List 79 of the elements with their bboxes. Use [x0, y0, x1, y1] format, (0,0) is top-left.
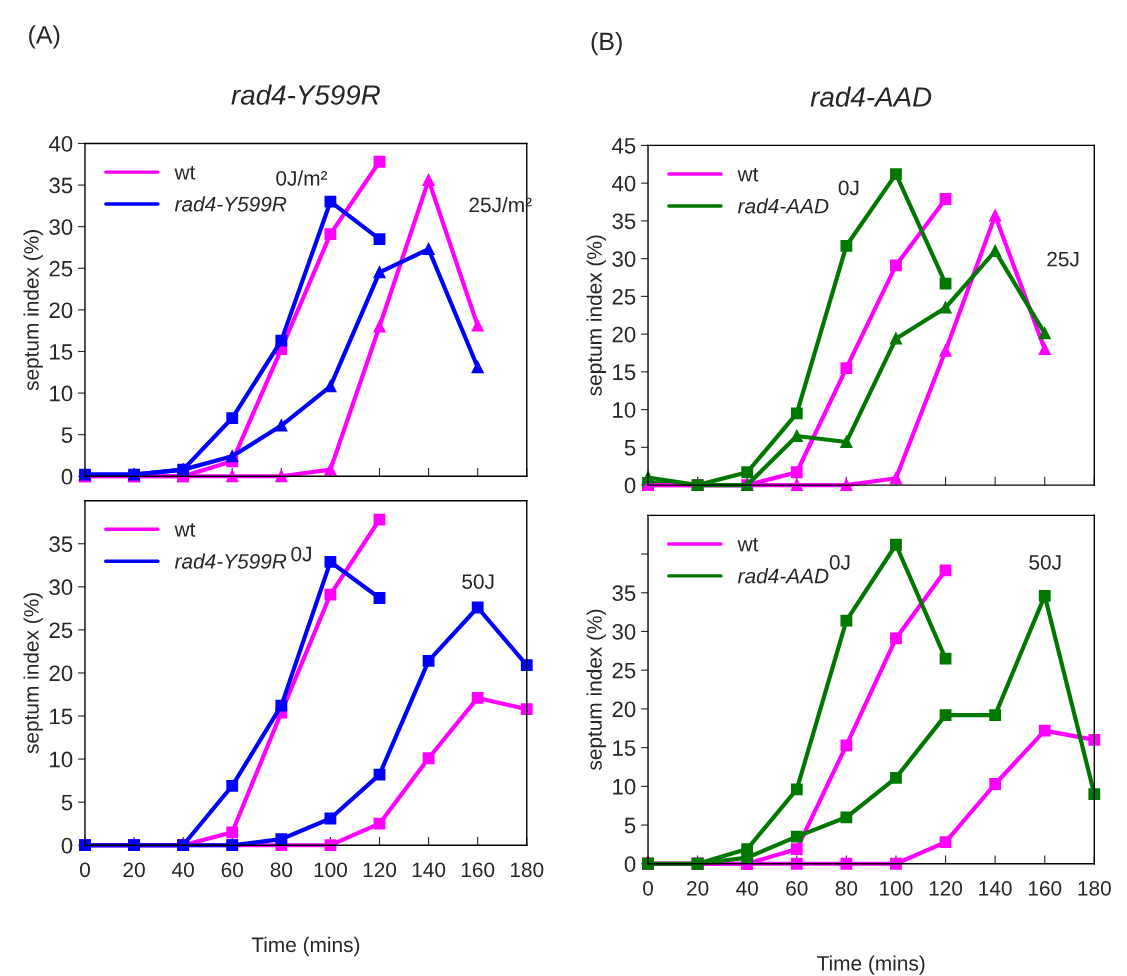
y-tick-label: 30	[612, 251, 636, 267]
y-tick-label: 0	[61, 468, 73, 485]
y-tick-label: 35	[49, 536, 73, 553]
x-tick-label: 60	[786, 880, 808, 896]
y-tick-label: 30	[612, 624, 636, 640]
x-tick-label: 120	[929, 880, 963, 896]
x-axis-title: Time (mins)	[251, 936, 360, 957]
y-tick-label: 20	[612, 326, 636, 343]
y-axis-title: septum index (%)	[586, 609, 606, 771]
x-tick-label: 0	[80, 862, 90, 878]
y-tick-label: 30	[49, 219, 73, 235]
legend-label: rad4-AAD	[737, 568, 829, 584]
text: (A)	[29, 25, 60, 49]
y-tick-label: 35	[49, 177, 73, 194]
y-tick-label: 35	[612, 585, 636, 602]
y-axis-title: septum index (%)	[586, 235, 606, 396]
y-tick-label: 35	[612, 213, 636, 230]
legend-label: rad4-Y599R	[174, 196, 287, 212]
chart-title: rad4-AAD	[810, 86, 932, 107]
text: (B)	[591, 31, 622, 56]
x-tick-label: 80	[835, 880, 858, 896]
y-tick-label: 20	[49, 302, 73, 319]
y-tick-label: 30	[49, 579, 73, 596]
y-tick-label: 20	[49, 665, 73, 682]
x-tick-label: 140	[979, 880, 1012, 896]
annotation: 50J	[462, 574, 494, 589]
y-tick-label: 10	[613, 778, 636, 795]
y-tick-label: 0	[61, 837, 73, 854]
x-tick-label: 180	[1078, 880, 1111, 896]
y-tick-label: 5	[61, 794, 73, 811]
x-tick-label: 160	[1028, 880, 1062, 896]
y-tick-label: 25	[49, 260, 73, 277]
chart-title: rad4-Y599R	[231, 84, 380, 105]
x-tick-label: 20	[123, 862, 145, 878]
y-tick-label: 25	[612, 288, 636, 305]
y-tick-label: 5	[61, 427, 73, 443]
x-tick-label: 40	[736, 880, 758, 896]
x-tick-label: 60	[221, 862, 244, 878]
x-tick-label: 160	[461, 862, 495, 878]
annotation: 25J	[1047, 251, 1079, 267]
legend-label: wt	[737, 537, 759, 552]
annotation: 50J	[1029, 554, 1061, 570]
annotation: 0J/m²	[276, 170, 328, 186]
y-tick-label: 0	[624, 477, 636, 494]
y-tick-label: 15	[613, 364, 636, 381]
x-tick-label: 140	[412, 862, 446, 878]
y-tick-label: 40	[612, 175, 636, 192]
x-tick-label: 120	[363, 862, 397, 878]
legend-label: wt	[174, 523, 196, 537]
y-tick-label: 40	[48, 136, 73, 152]
x-tick-label: 100	[314, 862, 347, 878]
y-tick-label: 10	[50, 751, 73, 768]
x-tick-label: 80	[270, 862, 293, 878]
y-tick-label: 5	[624, 817, 636, 834]
x-axis-title: Time (mins)	[817, 955, 925, 975]
legend-label: rad4-Y599R	[174, 553, 287, 569]
legend-label: wt	[737, 167, 759, 182]
x-tick-label: 180	[510, 862, 544, 878]
x-tick-label: 20	[687, 880, 709, 896]
y-axis-title: septum index (%)	[23, 593, 43, 754]
annotation: 0J	[291, 546, 311, 562]
legend-label: wt	[174, 165, 196, 180]
y-tick-label: 15	[50, 344, 73, 360]
y-tick-label: 5	[624, 440, 636, 456]
y-tick-label: 15	[50, 708, 73, 725]
x-tick-label: 40	[172, 862, 194, 878]
legend-label: rad4-AAD	[737, 198, 829, 214]
annotation: 0J	[829, 554, 850, 570]
x-tick-label: 0	[643, 880, 653, 896]
y-tick-label: 15	[613, 740, 636, 756]
y-tick-label: 25	[49, 622, 73, 639]
annotation: 0J	[838, 180, 859, 196]
y-tick-label: 10	[50, 385, 73, 402]
y-tick-label: 45	[612, 138, 636, 154]
y-axis-title: septum index (%)	[23, 230, 43, 391]
y-tick-label: 25	[612, 662, 636, 679]
x-tick-label: 100	[880, 880, 913, 896]
y-tick-label: 10	[613, 402, 636, 418]
y-tick-label: 20	[612, 701, 636, 718]
